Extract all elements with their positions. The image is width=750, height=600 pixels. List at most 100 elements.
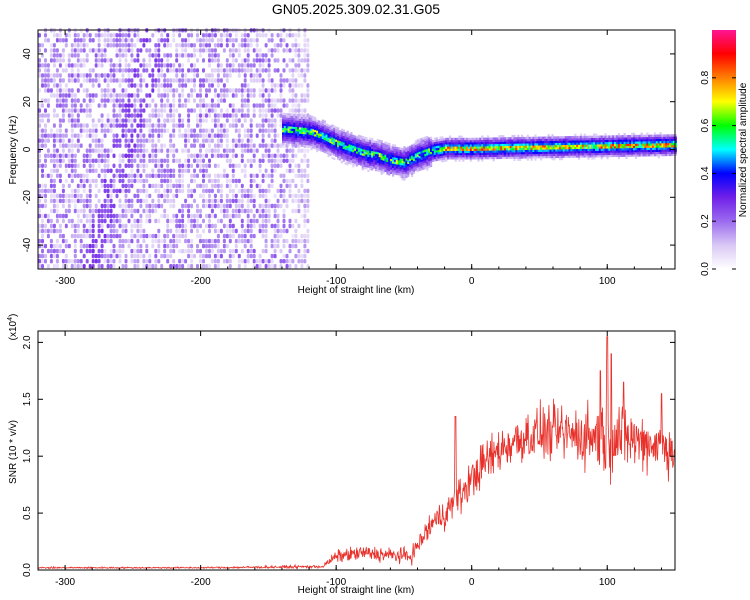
- spectrogram-cell: [41, 43, 44, 48]
- spectrogram-cell: [445, 139, 448, 143]
- spectrogram-cell: [340, 135, 343, 138]
- spectrogram-cell: [234, 203, 238, 209]
- spectrogram-cell: [596, 150, 600, 153]
- spectrogram-cell: [521, 141, 524, 144]
- spectrogram-cell: [303, 238, 307, 244]
- spectrogram-cell: [100, 253, 104, 259]
- spectrogram-cell: [602, 148, 605, 151]
- spectrogram-cell: [213, 193, 217, 199]
- spectrogram-cell: [52, 193, 56, 199]
- spectrogram-cell: [67, 143, 71, 148]
- spectrogram-cell: [492, 158, 495, 162]
- spectrogram-cell: [395, 151, 398, 154]
- spectrogram-cell: [471, 142, 474, 145]
- spectrogram-cell: [240, 158, 244, 163]
- spectrogram-cell: [445, 146, 448, 149]
- spectrogram-cell: [579, 138, 583, 141]
- spectrogram-cell: [103, 103, 107, 108]
- spectrogram-cell: [130, 208, 134, 214]
- spectrogram-cell: [282, 208, 286, 214]
- spectrogram-cell: [219, 228, 223, 234]
- spectrogram-cell: [240, 238, 244, 244]
- spectrogram-cell: [574, 144, 577, 147]
- spectrogram-cell: [430, 149, 433, 152]
- spectrogram-cell: [178, 168, 182, 173]
- spectrogram-cell: [543, 140, 546, 144]
- spectrogram-cell: [145, 213, 149, 219]
- spectrogram-cell: [258, 163, 262, 168]
- spectrogram-cell: [258, 203, 262, 209]
- spectrogram-cell: [61, 248, 65, 254]
- spectrogram-cell: [145, 188, 149, 194]
- spectrogram-cell: [154, 143, 158, 148]
- spectrogram-cell: [88, 103, 92, 108]
- spectrogram-cell: [409, 164, 412, 168]
- spectrogram-cell: [288, 88, 292, 93]
- spectrogram-cell: [157, 188, 161, 194]
- spectrogram-cell: [418, 147, 421, 150]
- spectrogram-cell: [500, 141, 503, 144]
- spectrogram-cell: [456, 148, 459, 151]
- spectrogram-cell: [559, 149, 562, 152]
- spectrogram-cell: [458, 144, 461, 147]
- spectrogram-cell: [538, 151, 541, 155]
- spectrogram-cell: [335, 132, 338, 136]
- spectrogram-cell: [88, 133, 92, 138]
- spectrogram-cell: [157, 233, 161, 239]
- spectrogram-cell: [76, 133, 80, 138]
- spectrogram-cell: [517, 149, 520, 153]
- spectrogram-cell: [237, 178, 241, 184]
- spectrogram-cell: [91, 158, 95, 163]
- spectrogram-cell: [380, 161, 383, 165]
- spectrogram-cell: [566, 146, 569, 150]
- spectrogram-cell: [380, 157, 383, 160]
- spectrogram-cell: [228, 253, 232, 259]
- spectrogram-cell: [216, 63, 220, 68]
- spectrogram-cell: [458, 142, 461, 145]
- spectrogram-cell: [433, 139, 436, 143]
- spectrogram-cell: [363, 164, 366, 167]
- spectrogram-cell: [485, 139, 488, 143]
- spectrogram-cell: [181, 68, 185, 73]
- spectrogram-cell: [124, 223, 128, 229]
- spectrogram-cell: [109, 118, 113, 123]
- spectrogram-cell: [363, 162, 366, 165]
- spectrogram-cell: [291, 120, 294, 123]
- spectrogram-cell: [44, 173, 47, 178]
- spectrogram-cell: [202, 118, 205, 123]
- spectrogram-cell: [279, 163, 283, 168]
- spectrogram-cell: [443, 148, 446, 152]
- spectrogram-cell: [67, 53, 71, 58]
- spectrogram-cell: [460, 146, 463, 149]
- spectrogram-cell: [85, 73, 89, 78]
- spectrogram-cell: [469, 152, 472, 156]
- spectrogram-cell: [273, 208, 277, 214]
- spectrogram-cell: [202, 243, 205, 249]
- spectrogram-cell: [397, 173, 400, 176]
- spectrogram-cell: [154, 218, 158, 224]
- spectrogram-cell: [118, 43, 122, 48]
- spectrogram-cell: [151, 138, 155, 143]
- spectrogram-cell: [342, 140, 345, 143]
- spectrogram-cell: [591, 155, 594, 158]
- spectrogram-cell: [88, 233, 92, 239]
- spectrogram-cell: [422, 137, 425, 140]
- spectrogram-cell: [462, 155, 465, 158]
- spectrogram-cell: [205, 93, 208, 98]
- spectrogram-cell: [479, 154, 482, 158]
- spectrogram-cell: [64, 153, 68, 158]
- spectrogram-cell: [252, 143, 256, 148]
- spectrogram-cell: [91, 223, 95, 229]
- spectrogram-cell: [458, 159, 461, 162]
- spectrogram-cell: [157, 63, 161, 68]
- spectrogram-cell: [551, 151, 554, 154]
- spectrogram-cell: [258, 208, 262, 214]
- spectrogram-cell: [61, 88, 65, 93]
- spectrogram-cell: [528, 141, 531, 144]
- spectrogram-cell: [570, 153, 573, 156]
- spectrogram-cell: [399, 147, 402, 150]
- spectrogram-cell: [426, 148, 429, 152]
- spectrogram-cell: [418, 166, 421, 169]
- spectrogram-cell: [55, 213, 59, 219]
- spectrogram-cell: [325, 140, 328, 144]
